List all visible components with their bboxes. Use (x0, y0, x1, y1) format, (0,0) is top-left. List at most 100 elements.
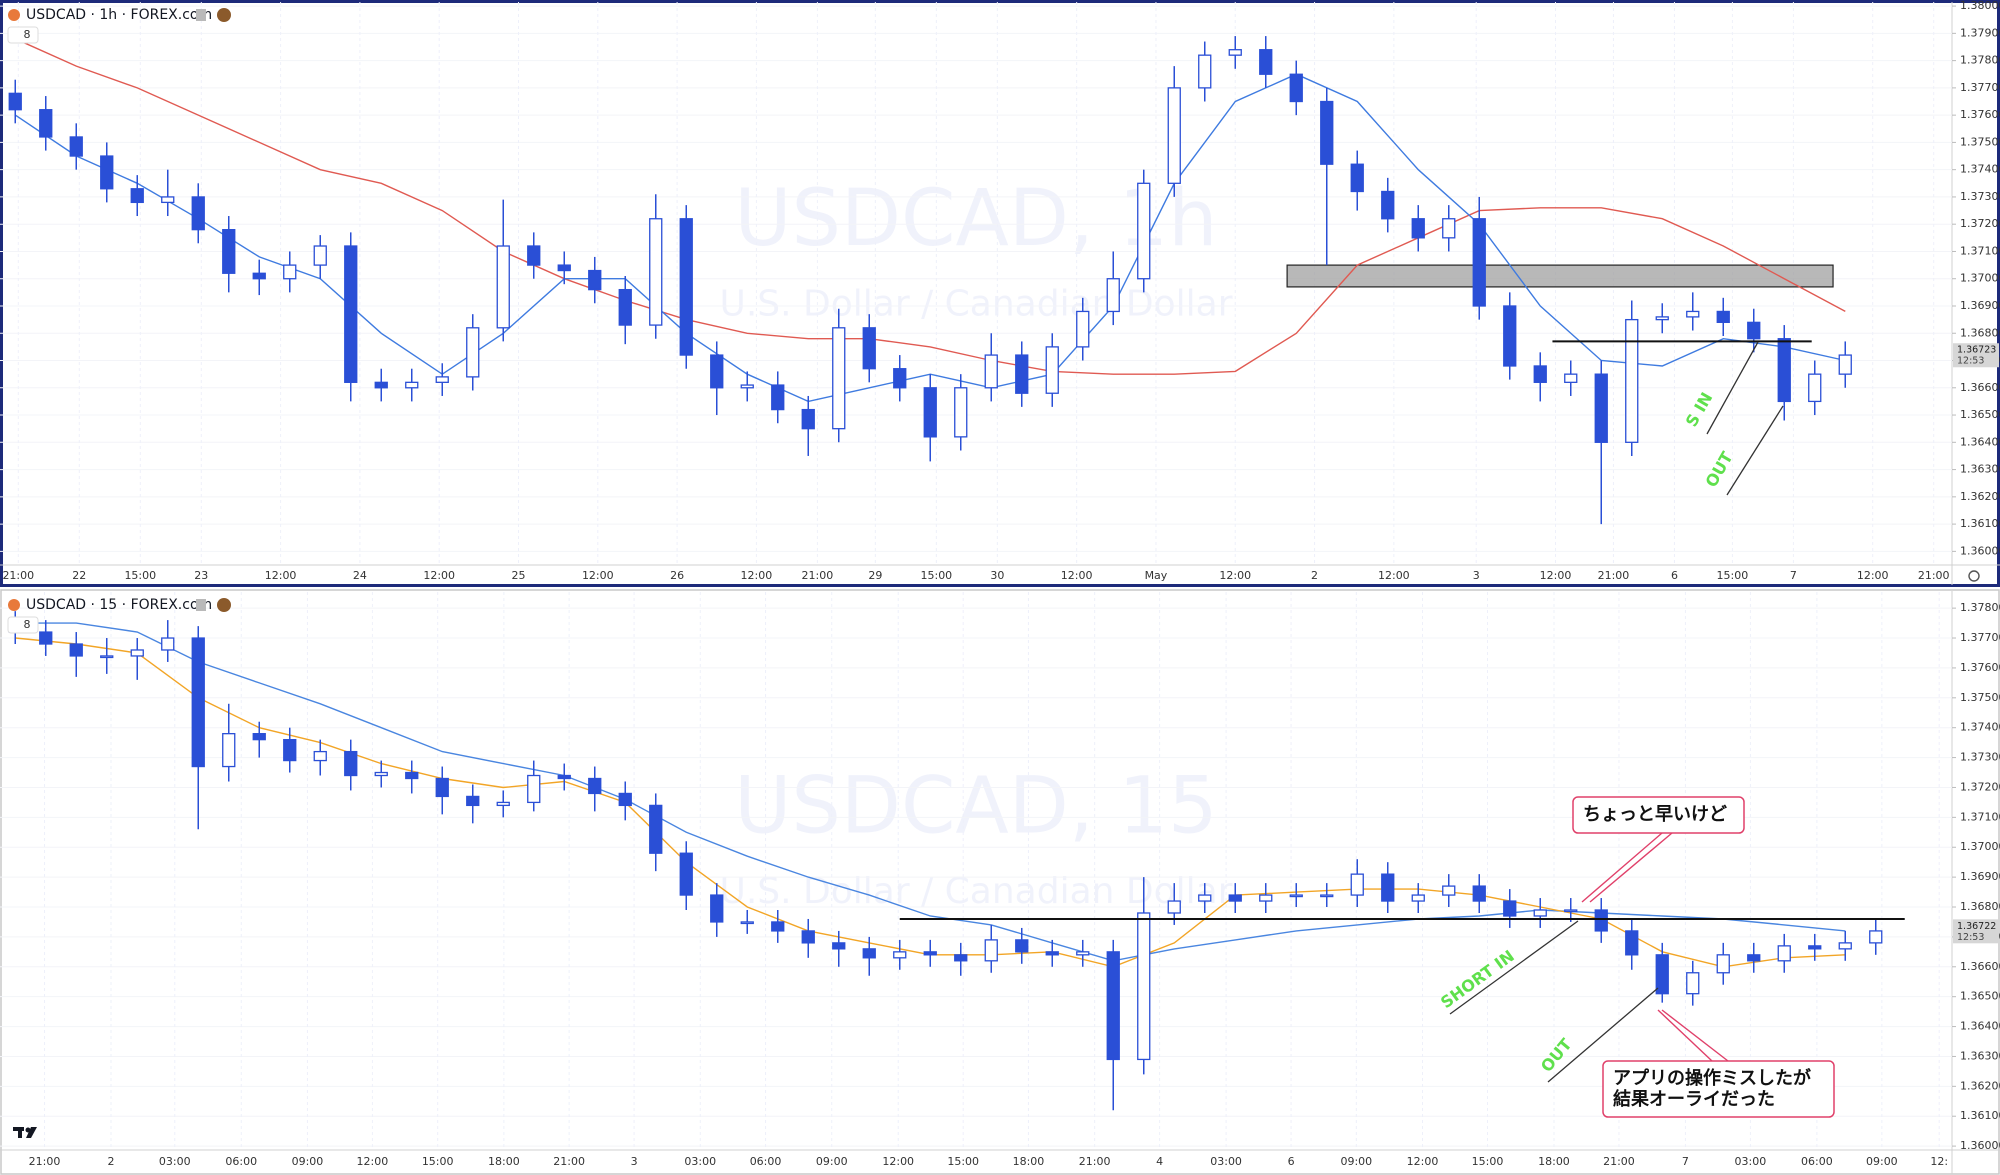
candle-body (1472, 885, 1486, 902)
x-tick-label: 21:00 (2, 569, 34, 582)
y-tick-label: 1.37400 (1960, 163, 2000, 176)
x-tick-label: 21:00 (29, 1155, 61, 1168)
candle-body (679, 852, 693, 896)
x-tick-label: 12:00 (1857, 569, 1889, 582)
y-tick-label: 1.36500 (1960, 990, 2000, 1003)
candle-body (588, 269, 602, 291)
candle-body (1564, 909, 1578, 913)
x-tick-label: 24 (353, 569, 367, 582)
candle-body (100, 655, 114, 659)
x-tick-label: 12:00 (741, 569, 773, 582)
candle-body (1533, 365, 1547, 383)
candle-body (1106, 278, 1120, 313)
candle-body (740, 921, 754, 925)
candle-body (618, 288, 632, 326)
candle-body (923, 387, 937, 438)
candle-body (954, 387, 968, 438)
x-tick-label: 30 (990, 569, 1004, 582)
x-tick-label: 2 (108, 1155, 115, 1168)
x-tick-label: May (1145, 569, 1168, 582)
candle-body (1167, 900, 1181, 914)
candle-body (862, 948, 876, 959)
y-tick-label: 1.37700 (1960, 631, 2000, 644)
x-tick-label: 03:00 (159, 1155, 191, 1168)
indicator-toggle[interactable] (7, 616, 39, 634)
x-tick-label: 12:00 (582, 569, 614, 582)
candle-body (1625, 930, 1639, 956)
emoji-icon (217, 8, 231, 22)
candle-body (1777, 945, 1791, 962)
candle-body (893, 368, 907, 389)
x-tick-label: 12:00 (1061, 569, 1093, 582)
callout-box (1572, 796, 1745, 834)
x-tick-label: 18:00 (488, 1155, 520, 1168)
candle-body (862, 327, 876, 370)
candle-body (1838, 354, 1852, 375)
candle-body (1289, 894, 1303, 898)
x-tick-label: 21:00 (553, 1155, 585, 1168)
x-tick-label: 25 (512, 569, 526, 582)
indicator-toggle[interactable] (7, 26, 39, 44)
candle-body (1350, 163, 1364, 193)
candle-body (283, 738, 297, 762)
candle-body (161, 196, 175, 204)
settings-icon[interactable] (1968, 570, 1980, 582)
candle-body (1045, 951, 1059, 956)
candle-body (710, 894, 724, 923)
candle-body (1076, 951, 1090, 956)
candle-body (1411, 218, 1425, 239)
candle-body (1259, 894, 1273, 902)
top-pane-border (0, 0, 2000, 587)
candle-body (8, 92, 22, 111)
x-tick-label: 03:00 (1210, 1155, 1242, 1168)
x-tick-label: 15:00 (124, 569, 156, 582)
candle-body (1777, 338, 1791, 403)
candle-body (1228, 894, 1242, 902)
candle-body (1716, 310, 1730, 324)
x-tick-label: 06:00 (750, 1155, 782, 1168)
x-tick-label: 03:00 (684, 1155, 716, 1168)
x-tick-label: 12:00 (423, 569, 455, 582)
y-tick-label: 1.36300 (1960, 1049, 2000, 1062)
candle-body (801, 930, 815, 944)
candle-body (1625, 318, 1639, 443)
callout-pointer (1657, 1009, 1713, 1062)
y-tick-label: 1.36200 (1960, 1079, 2000, 1092)
x-tick-label: 15:00 (947, 1155, 979, 1168)
candle-body (1686, 972, 1700, 995)
x-tick-label: 18:00 (1538, 1155, 1570, 1168)
symbol-icon (8, 599, 20, 611)
candle-body (466, 327, 480, 378)
callout-pointer (1581, 832, 1663, 903)
candle-body (1533, 909, 1547, 917)
candle-body (313, 245, 327, 266)
candle-body (1045, 346, 1059, 394)
candle-body (801, 408, 815, 430)
x-tick-label: 12: (1930, 1155, 1948, 1168)
x-tick-label: 21:00 (1079, 1155, 1111, 1168)
candle-body (1442, 218, 1456, 239)
candle-body (222, 229, 236, 274)
flag-icon (196, 599, 206, 611)
chart-title: USDCAD · 1h · FOREX.com (26, 7, 212, 23)
candle-body (1106, 951, 1120, 1061)
candle-body (1869, 930, 1883, 944)
last-price-box (1953, 919, 1999, 944)
candle-body (557, 774, 571, 780)
x-tick-label: 12:00 (1219, 569, 1251, 582)
x-tick-label: 09:00 (816, 1155, 848, 1168)
x-tick-label: 15:00 (422, 1155, 454, 1168)
y-tick-label: 1.37300 (1960, 751, 2000, 764)
x-tick-label: 03:00 (1735, 1155, 1767, 1168)
candle-body (1167, 87, 1181, 184)
candle-body (1198, 54, 1212, 89)
x-tick-label: 29 (868, 569, 882, 582)
candle-body (1808, 373, 1822, 403)
candle-body (1838, 942, 1852, 950)
y-tick-label: 1.37200 (1960, 217, 2000, 230)
chart-title: USDCAD · 15 · FOREX.com (26, 597, 212, 613)
y-tick-label: 1.36800 (1960, 900, 2000, 913)
x-tick-label: 21:00 (1918, 569, 1950, 582)
candle-body (191, 637, 205, 768)
candle-body (130, 188, 144, 204)
